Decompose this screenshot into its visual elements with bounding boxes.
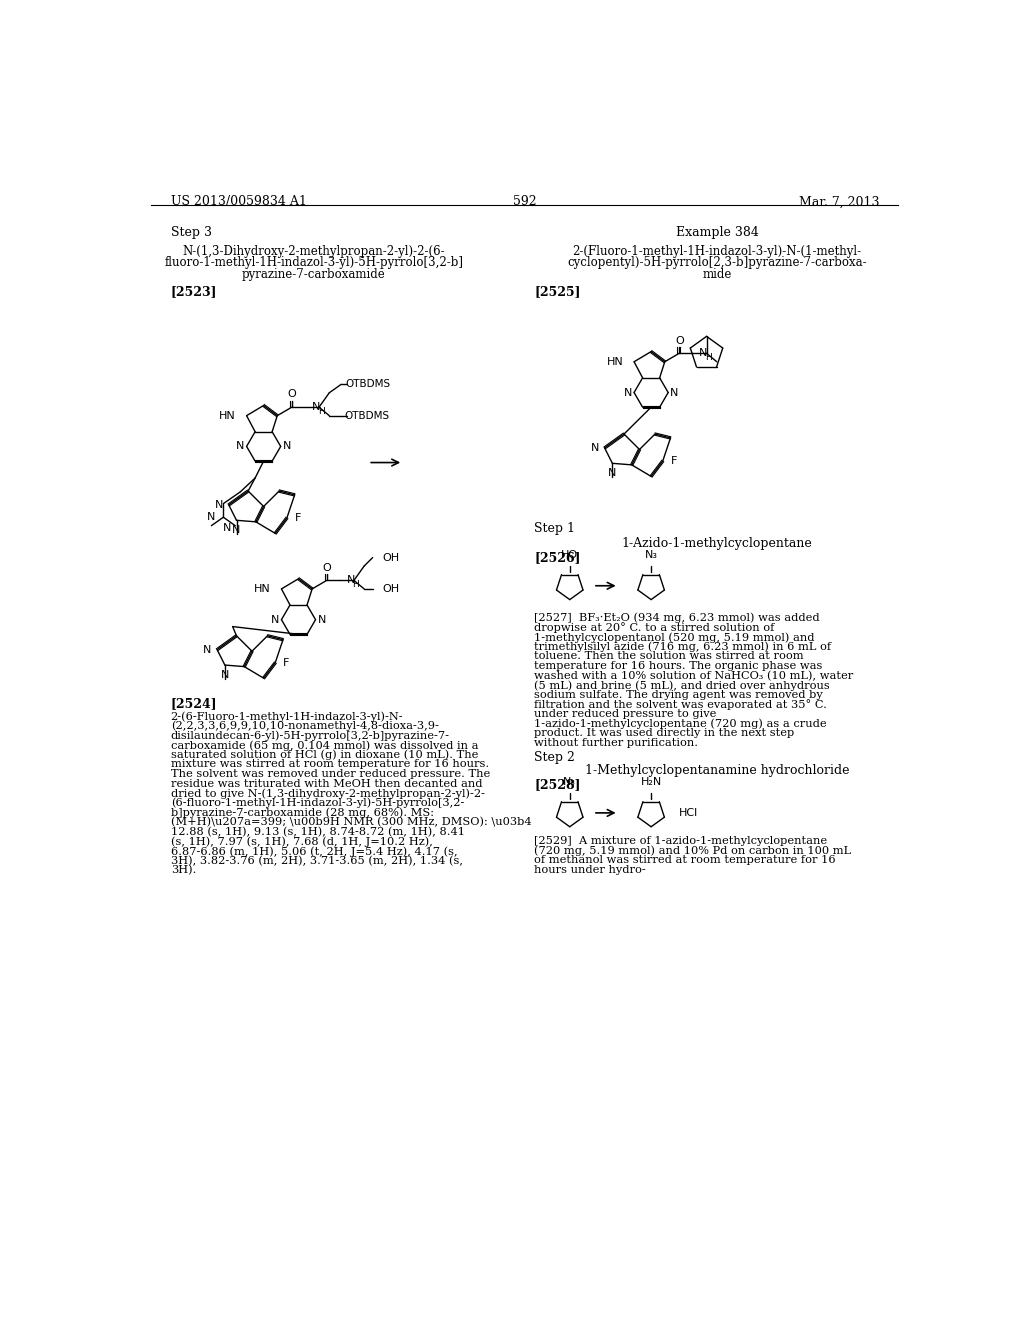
Text: cyclopentyl)-5H-pyrrolo[2,3-b]pyrazine-7-carboxa-: cyclopentyl)-5H-pyrrolo[2,3-b]pyrazine-7… — [567, 256, 866, 269]
Text: dried to give N-(1,3-dihydroxy-2-methylpropan-2-yl)-2-: dried to give N-(1,3-dihydroxy-2-methylp… — [171, 788, 484, 799]
Text: 1-methylcyclopentanol (520 mg, 5.19 mmol) and: 1-methylcyclopentanol (520 mg, 5.19 mmol… — [535, 632, 815, 643]
Text: N: N — [317, 615, 326, 624]
Text: washed with a 10% solution of NaHCO₃ (10 mL), water: washed with a 10% solution of NaHCO₃ (10… — [535, 671, 853, 681]
Text: sodium sulfate. The drying agent was removed by: sodium sulfate. The drying agent was rem… — [535, 689, 823, 700]
Text: N: N — [232, 525, 241, 535]
Text: N: N — [237, 441, 245, 451]
Text: HN: HN — [606, 356, 624, 367]
Text: 1-Azido-1-methylcyclopentane: 1-Azido-1-methylcyclopentane — [622, 537, 812, 550]
Text: Step 2: Step 2 — [535, 751, 574, 764]
Text: N₃: N₃ — [645, 549, 657, 560]
Text: 1-azido-1-methylcyclopentane (720 mg) as a crude: 1-azido-1-methylcyclopentane (720 mg) as… — [535, 718, 826, 729]
Text: 12.88 (s, 1H), 9.13 (s, 1H), 8.74-8.72 (m, 1H), 8.41: 12.88 (s, 1H), 9.13 (s, 1H), 8.74-8.72 (… — [171, 826, 465, 837]
Text: fluoro-1-methyl-1H-indazol-3-yl)-5H-pyrrolo[3,2-b]: fluoro-1-methyl-1H-indazol-3-yl)-5H-pyrr… — [165, 256, 464, 269]
Text: pyrazine-7-carboxamide: pyrazine-7-carboxamide — [242, 268, 386, 281]
Text: H: H — [706, 352, 712, 362]
Text: [2525]: [2525] — [535, 285, 581, 298]
Text: under reduced pressure to give: under reduced pressure to give — [535, 709, 717, 719]
Text: [2528]: [2528] — [535, 779, 581, 791]
Text: N: N — [221, 669, 229, 680]
Text: [2526]: [2526] — [535, 552, 581, 564]
Text: [2523]: [2523] — [171, 285, 217, 298]
Text: temperature for 16 hours. The organic phase was: temperature for 16 hours. The organic ph… — [535, 661, 822, 671]
Text: N: N — [670, 388, 679, 397]
Text: (6-fluoro-1-methyl-1H-indazol-3-yl)-5H-pyrrolo[3,2-: (6-fluoro-1-methyl-1H-indazol-3-yl)-5H-p… — [171, 797, 464, 808]
Text: F: F — [295, 513, 301, 523]
Text: [2524]: [2524] — [171, 697, 217, 710]
Text: Example 384: Example 384 — [676, 226, 759, 239]
Text: product. It was used directly in the next step: product. It was used directly in the nex… — [535, 729, 795, 738]
Text: [2529]  A mixture of 1-azido-1-methylcyclopentane: [2529] A mixture of 1-azido-1-methylcycl… — [535, 836, 827, 846]
Text: disilaundecan-6-yl)-5H-pyrrolo[3,2-b]pyrazine-7-: disilaundecan-6-yl)-5H-pyrrolo[3,2-b]pyr… — [171, 730, 450, 741]
Text: 3H), 3.82-3.76 (m, 2H), 3.71-3.65 (m, 2H), 1.34 (s,: 3H), 3.82-3.76 (m, 2H), 3.71-3.65 (m, 2H… — [171, 855, 463, 866]
Text: 3H).: 3H). — [171, 866, 196, 875]
Text: HO: HO — [561, 549, 579, 560]
Text: HN: HN — [219, 411, 236, 421]
Text: (5 mL) and brine (5 mL), and dried over anhydrous: (5 mL) and brine (5 mL), and dried over … — [535, 680, 829, 690]
Text: residue was triturated with MeOH then decanted and: residue was triturated with MeOH then de… — [171, 779, 482, 788]
Text: N: N — [283, 441, 291, 451]
Text: 2-(Fluoro-1-methyl-1H-indazol-3-yl)-N-(1-methyl-: 2-(Fluoro-1-methyl-1H-indazol-3-yl)-N-(1… — [572, 244, 861, 257]
Text: Mar. 7, 2013: Mar. 7, 2013 — [800, 195, 880, 209]
Text: F: F — [671, 455, 677, 466]
Text: hours under hydro-: hours under hydro- — [535, 865, 646, 875]
Text: (M+H)\u207a=399; \u00b9H NMR (300 MHz, DMSO): \u03b4: (M+H)\u207a=399; \u00b9H NMR (300 MHz, D… — [171, 817, 531, 828]
Text: N: N — [215, 500, 223, 510]
Text: saturated solution of HCl (g) in dioxane (10 mL). The: saturated solution of HCl (g) in dioxane… — [171, 750, 478, 760]
Text: N: N — [223, 523, 231, 533]
Text: OTBDMS: OTBDMS — [344, 411, 389, 421]
Text: Step 1: Step 1 — [535, 521, 575, 535]
Text: OH: OH — [382, 583, 399, 594]
Text: OH: OH — [382, 553, 399, 562]
Text: 2-(6-Fluoro-1-methyl-1H-indazol-3-yl)-N-: 2-(6-Fluoro-1-methyl-1H-indazol-3-yl)-N- — [171, 711, 403, 722]
Text: US 2013/0059834 A1: US 2013/0059834 A1 — [171, 195, 306, 209]
Text: carboxamide (65 mg, 0.104 mmol) was dissolved in a: carboxamide (65 mg, 0.104 mmol) was diss… — [171, 741, 478, 751]
Text: N-(1,3-Dihydroxy-2-methylpropan-2-yl)-2-(6-: N-(1,3-Dihydroxy-2-methylpropan-2-yl)-2-… — [182, 244, 445, 257]
Text: H: H — [352, 579, 359, 589]
Text: [2527]  BF₃·Et₂O (934 mg, 6.23 mmol) was added: [2527] BF₃·Et₂O (934 mg, 6.23 mmol) was … — [535, 612, 820, 623]
Text: HN: HN — [254, 583, 270, 594]
Text: (2,2,3,3,6,9,9,10,10-nonamethyl-4,8-dioxa-3,9-: (2,2,3,3,6,9,9,10,10-nonamethyl-4,8-diox… — [171, 721, 438, 731]
Text: F: F — [283, 657, 290, 668]
Text: N: N — [312, 403, 321, 412]
Text: H₂N: H₂N — [640, 776, 662, 787]
Text: filtration and the solvent was evaporated at 35° C.: filtration and the solvent was evaporate… — [535, 700, 827, 710]
Text: N: N — [207, 512, 216, 523]
Text: O: O — [288, 389, 296, 400]
Text: N: N — [591, 444, 599, 453]
Text: 1-Methylcyclopentanamine hydrochloride: 1-Methylcyclopentanamine hydrochloride — [585, 764, 849, 777]
Text: O: O — [675, 335, 684, 346]
Text: N₃: N₃ — [563, 776, 577, 787]
Text: dropwise at 20° C. to a stirred solution of: dropwise at 20° C. to a stirred solution… — [535, 622, 774, 634]
Text: trimethylsilyl azide (716 mg, 6.23 mmol) in 6 mL of: trimethylsilyl azide (716 mg, 6.23 mmol)… — [535, 642, 831, 652]
Text: of methanol was stirred at room temperature for 16: of methanol was stirred at room temperat… — [535, 855, 836, 865]
Text: OTBDMS: OTBDMS — [346, 379, 391, 389]
Text: (720 mg, 5.19 mmol) and 10% Pd on carbon in 100 mL: (720 mg, 5.19 mmol) and 10% Pd on carbon… — [535, 846, 851, 857]
Text: H: H — [318, 407, 326, 416]
Text: Step 3: Step 3 — [171, 226, 212, 239]
Text: HCl: HCl — [679, 808, 698, 818]
Text: N: N — [608, 469, 616, 478]
Text: N: N — [271, 615, 280, 624]
Text: toluene. Then the solution was stirred at room: toluene. Then the solution was stirred a… — [535, 651, 804, 661]
Text: mide: mide — [702, 268, 732, 281]
Text: O: O — [323, 562, 331, 573]
Text: mixture was stirred at room temperature for 16 hours.: mixture was stirred at room temperature … — [171, 759, 488, 770]
Text: 6.87-6.86 (m, 1H), 5.06 (t, 2H, J=5.4 Hz), 4.17 (s,: 6.87-6.86 (m, 1H), 5.06 (t, 2H, J=5.4 Hz… — [171, 846, 458, 857]
Text: N: N — [699, 348, 708, 358]
Text: 592: 592 — [513, 195, 537, 209]
Text: N: N — [624, 388, 632, 397]
Text: without further purification.: without further purification. — [535, 738, 698, 748]
Text: N: N — [204, 644, 212, 655]
Text: The solvent was removed under reduced pressure. The: The solvent was removed under reduced pr… — [171, 770, 489, 779]
Text: b]pyrazine-7-carboxamide (28 mg, 68%). MS:: b]pyrazine-7-carboxamide (28 mg, 68%). M… — [171, 808, 433, 818]
Text: N: N — [346, 576, 354, 586]
Text: (s, 1H), 7.97 (s, 1H), 7.68 (d, 1H, J=10.2 Hz),: (s, 1H), 7.97 (s, 1H), 7.68 (d, 1H, J=10… — [171, 837, 432, 847]
